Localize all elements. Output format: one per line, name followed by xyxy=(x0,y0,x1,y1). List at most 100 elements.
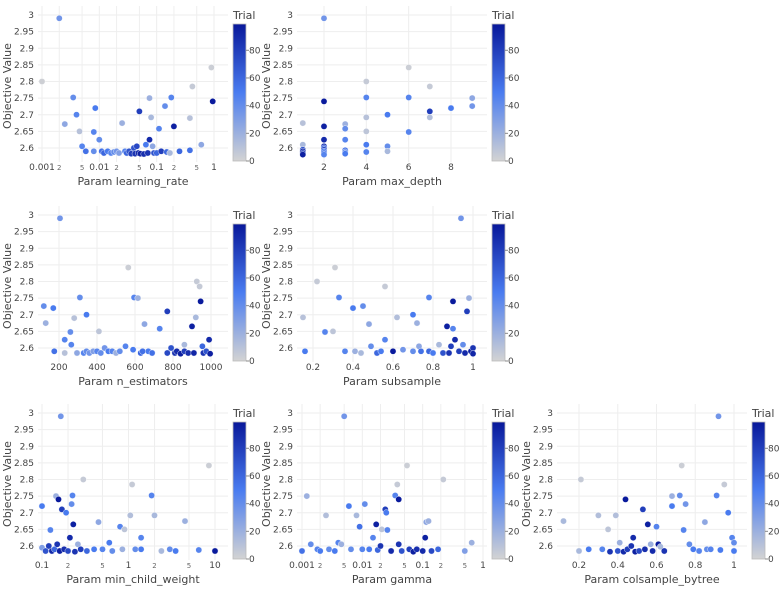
data-point[interactable] xyxy=(345,502,353,510)
data-point[interactable] xyxy=(377,542,384,550)
data-point[interactable] xyxy=(347,545,355,553)
data-point[interactable] xyxy=(459,341,467,348)
data-point[interactable] xyxy=(90,128,98,136)
data-point[interactable] xyxy=(378,526,386,533)
data-point[interactable] xyxy=(64,547,72,555)
data-point[interactable] xyxy=(413,319,421,327)
data-point[interactable] xyxy=(96,136,103,143)
data-point[interactable] xyxy=(78,142,86,150)
data-point[interactable] xyxy=(118,119,126,127)
data-point[interactable] xyxy=(68,500,75,508)
data-point[interactable] xyxy=(186,146,194,154)
data-point[interactable] xyxy=(715,412,722,420)
data-point[interactable] xyxy=(657,543,664,550)
data-point[interactable] xyxy=(372,521,380,528)
data-point[interactable] xyxy=(724,509,732,516)
data-point[interactable] xyxy=(148,349,156,357)
data-point[interactable] xyxy=(381,336,389,343)
data-point[interactable] xyxy=(439,476,447,483)
data-point[interactable] xyxy=(641,545,649,553)
data-point[interactable] xyxy=(188,323,196,330)
data-point[interactable] xyxy=(163,349,171,357)
data-point[interactable] xyxy=(468,539,475,546)
data-point[interactable] xyxy=(142,141,150,148)
data-point[interactable] xyxy=(205,336,213,343)
data-point[interactable] xyxy=(349,304,357,312)
data-point[interactable] xyxy=(186,114,194,122)
data-point[interactable] xyxy=(341,347,349,355)
data-point[interactable] xyxy=(299,119,307,127)
data-point[interactable] xyxy=(363,148,370,156)
data-point[interactable] xyxy=(338,540,345,548)
data-point[interactable] xyxy=(363,141,370,148)
data-point[interactable] xyxy=(166,545,174,553)
data-point[interactable] xyxy=(461,547,469,555)
data-point[interactable] xyxy=(134,294,142,302)
data-point[interactable] xyxy=(653,523,660,530)
data-point[interactable] xyxy=(335,294,343,301)
data-point[interactable] xyxy=(321,328,329,336)
data-point[interactable] xyxy=(131,545,139,553)
data-point[interactable] xyxy=(146,136,153,143)
data-point[interactable] xyxy=(320,151,328,158)
data-point[interactable] xyxy=(449,325,457,332)
data-point[interactable] xyxy=(720,481,728,488)
data-point[interactable] xyxy=(353,512,360,519)
data-point[interactable] xyxy=(55,496,62,503)
data-point[interactable] xyxy=(395,496,402,503)
data-point[interactable] xyxy=(137,534,145,541)
data-point[interactable] xyxy=(686,540,693,548)
data-point[interactable] xyxy=(161,102,169,110)
data-point[interactable] xyxy=(197,298,204,305)
data-point[interactable] xyxy=(365,320,373,328)
data-point[interactable] xyxy=(313,278,321,285)
data-point[interactable] xyxy=(90,545,98,553)
data-point[interactable] xyxy=(133,142,141,150)
data-point[interactable] xyxy=(403,462,411,469)
data-point[interactable] xyxy=(465,294,473,302)
data-point[interactable] xyxy=(393,481,401,488)
data-point[interactable] xyxy=(340,412,348,420)
data-point[interactable] xyxy=(644,521,652,528)
data-point[interactable] xyxy=(199,342,206,350)
data-point[interactable] xyxy=(595,512,602,519)
data-point[interactable] xyxy=(298,547,306,555)
data-point[interactable] xyxy=(409,347,417,355)
data-point[interactable] xyxy=(206,350,214,357)
data-point[interactable] xyxy=(156,325,163,332)
data-point[interactable] xyxy=(320,98,328,105)
data-point[interactable] xyxy=(604,526,612,533)
data-point[interactable] xyxy=(193,278,201,285)
data-point[interactable] xyxy=(707,545,714,553)
data-point[interactable] xyxy=(155,125,163,132)
data-point[interactable] xyxy=(51,347,58,355)
data-point[interactable] xyxy=(682,500,689,508)
data-point[interactable] xyxy=(167,344,175,352)
data-point[interactable] xyxy=(176,147,183,155)
data-point[interactable] xyxy=(47,526,54,534)
data-point[interactable] xyxy=(445,349,453,357)
data-point[interactable] xyxy=(341,136,349,143)
data-point[interactable] xyxy=(606,548,614,555)
data-point[interactable] xyxy=(320,123,328,130)
data-point[interactable] xyxy=(166,149,174,157)
data-point[interactable] xyxy=(146,94,153,102)
data-point[interactable] xyxy=(616,539,623,546)
data-point[interactable] xyxy=(447,342,455,350)
data-point[interactable] xyxy=(62,509,70,516)
data-point[interactable] xyxy=(192,314,200,321)
data-point[interactable] xyxy=(147,114,155,121)
data-point[interactable] xyxy=(195,546,203,554)
data-point[interactable] xyxy=(307,540,315,548)
data-point[interactable] xyxy=(92,104,99,112)
data-point[interactable] xyxy=(439,349,447,357)
data-point[interactable] xyxy=(628,542,635,550)
data-point[interactable] xyxy=(389,347,397,355)
data-point[interactable] xyxy=(614,547,622,555)
data-point[interactable] xyxy=(357,349,365,357)
data-point[interactable] xyxy=(384,147,391,155)
data-point[interactable] xyxy=(71,548,79,555)
data-point[interactable] xyxy=(299,151,307,158)
data-point[interactable] xyxy=(190,349,198,357)
data-point[interactable] xyxy=(61,336,68,343)
